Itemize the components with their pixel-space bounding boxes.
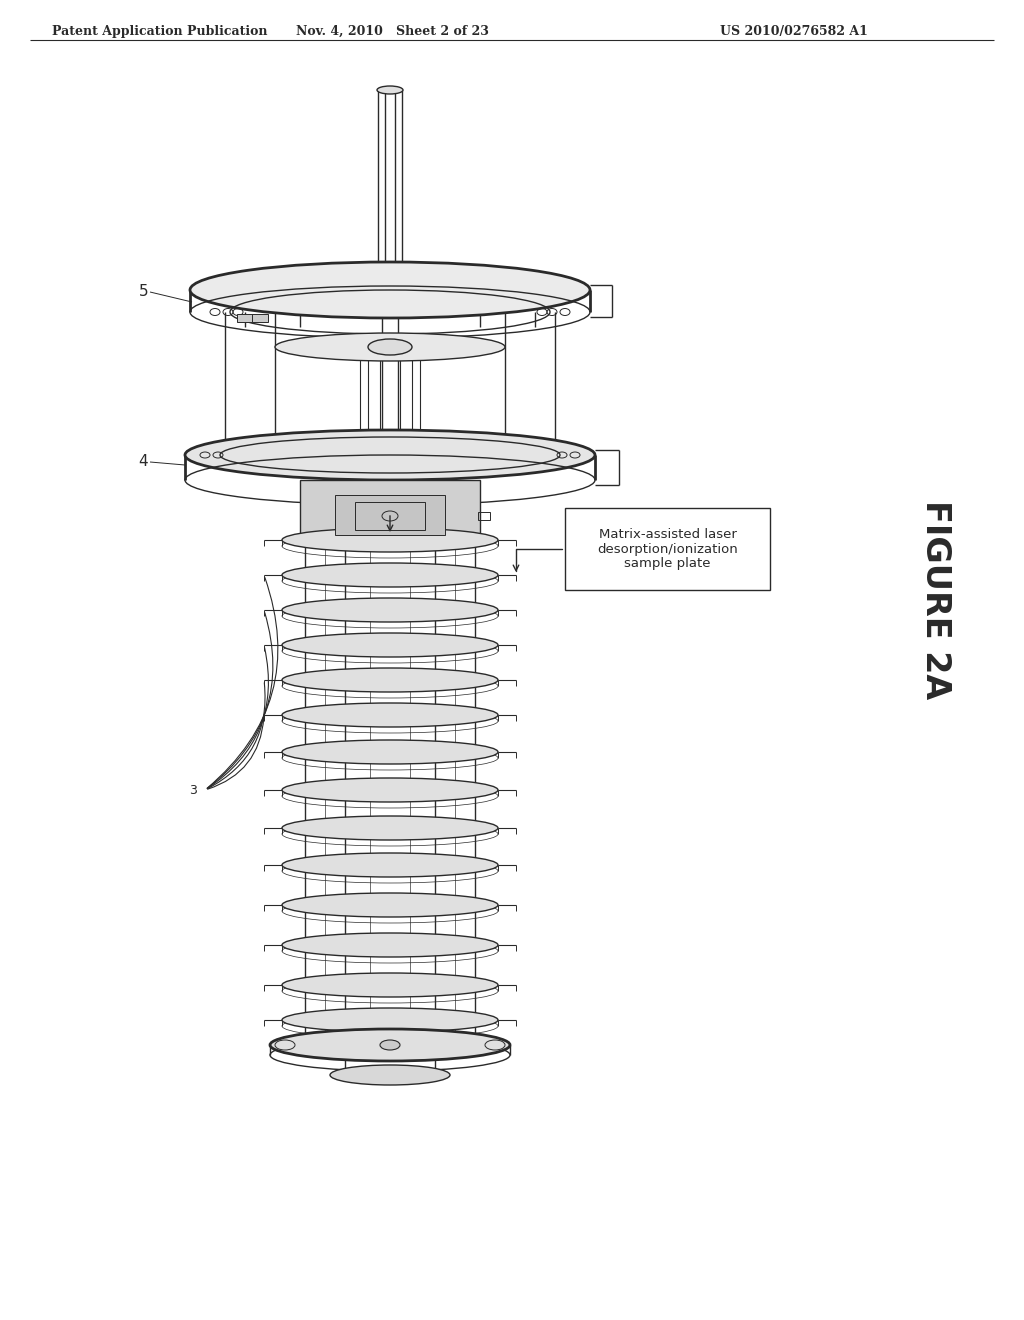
Ellipse shape [270, 1030, 510, 1061]
Bar [478, 512, 490, 520]
Ellipse shape [282, 634, 498, 657]
Bar [565, 508, 770, 590]
Ellipse shape [282, 741, 498, 764]
Ellipse shape [282, 777, 498, 803]
Ellipse shape [282, 816, 498, 840]
Text: Matrix-assisted laser
desorption/ionization
sample plate: Matrix-assisted laser desorption/ionizat… [597, 528, 738, 570]
Text: 3: 3 [189, 784, 197, 796]
Ellipse shape [190, 261, 590, 318]
Bar [252, 314, 268, 322]
Ellipse shape [330, 1065, 450, 1085]
Bar [335, 495, 445, 535]
Ellipse shape [282, 894, 498, 917]
Text: Nov. 4, 2010   Sheet 2 of 23: Nov. 4, 2010 Sheet 2 of 23 [296, 25, 488, 38]
Text: Patent Application Publication: Patent Application Publication [52, 25, 267, 38]
Text: 5: 5 [138, 285, 148, 300]
Bar [300, 480, 480, 545]
Ellipse shape [377, 86, 403, 94]
Ellipse shape [282, 973, 498, 997]
Text: US 2010/0276582 A1: US 2010/0276582 A1 [720, 25, 868, 38]
Bar [237, 314, 253, 322]
Ellipse shape [275, 333, 505, 360]
Ellipse shape [282, 564, 498, 587]
Text: 4: 4 [138, 454, 148, 470]
Ellipse shape [282, 528, 498, 552]
Ellipse shape [282, 853, 498, 876]
Ellipse shape [368, 339, 412, 355]
Ellipse shape [282, 598, 498, 622]
Ellipse shape [282, 933, 498, 957]
Text: FIGURE 2A: FIGURE 2A [919, 500, 951, 700]
Ellipse shape [282, 704, 498, 727]
Ellipse shape [282, 1008, 498, 1032]
Ellipse shape [185, 430, 595, 480]
Bar [355, 502, 425, 531]
Ellipse shape [380, 1040, 400, 1049]
Ellipse shape [282, 668, 498, 692]
